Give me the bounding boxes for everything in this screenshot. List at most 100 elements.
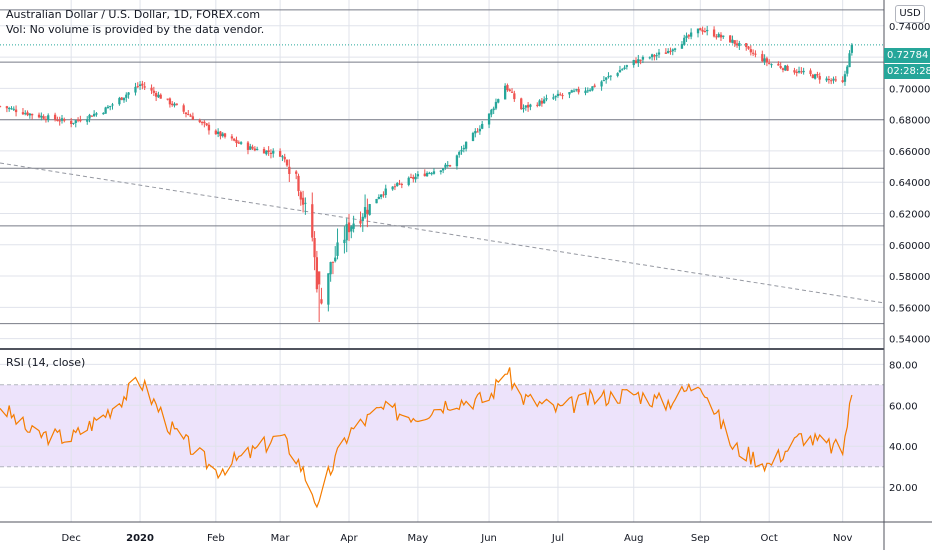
time-tick-label: Aug bbox=[624, 533, 644, 544]
candle-body bbox=[556, 93, 560, 97]
symbol-legend: Australian Dollar / U.S. Dollar, 1D, FOR… bbox=[6, 8, 261, 21]
candle-body bbox=[540, 100, 544, 104]
candle-body bbox=[412, 177, 415, 179]
candle-body bbox=[58, 120, 61, 122]
candle-body bbox=[70, 120, 73, 125]
candle-body bbox=[538, 100, 541, 106]
candle-body bbox=[719, 34, 723, 38]
time-tick-label: Dec bbox=[61, 533, 80, 544]
candle-body bbox=[40, 115, 43, 118]
candle-body bbox=[667, 51, 670, 54]
candle-body bbox=[359, 220, 362, 224]
candle-body bbox=[717, 33, 720, 38]
candle-body bbox=[460, 149, 463, 152]
candle-body bbox=[352, 223, 355, 229]
candle-body bbox=[428, 172, 431, 174]
candle-body bbox=[522, 107, 525, 110]
candle-body bbox=[377, 197, 381, 199]
candle-body bbox=[30, 113, 34, 116]
candle-body bbox=[471, 132, 475, 141]
candle-body bbox=[21, 112, 25, 115]
candle-body bbox=[749, 49, 752, 53]
candle-body bbox=[784, 65, 787, 71]
candle-body bbox=[278, 151, 282, 157]
candle-body bbox=[600, 81, 603, 87]
candle-body bbox=[44, 118, 48, 120]
candle-body bbox=[455, 155, 459, 167]
candle-body bbox=[508, 89, 511, 92]
candle-body bbox=[559, 94, 562, 96]
candle-body bbox=[382, 194, 385, 196]
candle-body bbox=[285, 159, 289, 166]
candle-body bbox=[253, 148, 257, 151]
candle-body bbox=[763, 58, 766, 62]
candle-body bbox=[0, 106, 2, 108]
candle-body bbox=[779, 66, 782, 68]
candle-body bbox=[265, 150, 268, 155]
candle-body bbox=[625, 65, 628, 67]
candle-body bbox=[669, 50, 672, 52]
candle-body bbox=[464, 141, 468, 149]
candle-body bbox=[28, 113, 31, 116]
candle-body bbox=[543, 99, 546, 104]
candle-body bbox=[90, 115, 93, 117]
candle-body bbox=[171, 103, 174, 106]
candle-body bbox=[650, 54, 654, 58]
candle-body bbox=[157, 94, 160, 98]
candle-body bbox=[203, 121, 206, 124]
candle-body bbox=[407, 177, 410, 185]
candle-body bbox=[751, 52, 755, 54]
candle-body bbox=[777, 63, 780, 66]
candle-body bbox=[850, 44, 854, 53]
candle-body bbox=[134, 86, 137, 93]
candle-body bbox=[327, 273, 330, 305]
candle-body bbox=[687, 35, 690, 37]
candle-body bbox=[588, 89, 592, 91]
candle-body bbox=[797, 70, 801, 73]
candle-body bbox=[754, 53, 757, 55]
candle-body bbox=[545, 98, 548, 100]
candle-body bbox=[53, 114, 57, 120]
candle-body bbox=[524, 105, 527, 108]
candle-body bbox=[393, 186, 397, 188]
candle-body bbox=[125, 94, 128, 98]
currency-button[interactable]: USD bbox=[895, 5, 925, 23]
candle-body bbox=[361, 216, 364, 222]
candle-body bbox=[26, 112, 29, 116]
candle-body bbox=[444, 164, 447, 168]
candle-body bbox=[207, 124, 211, 131]
candle-body bbox=[334, 257, 337, 262]
candle-body bbox=[329, 262, 332, 275]
candle-body bbox=[575, 89, 578, 91]
last-price-badge: 0.72784 bbox=[884, 48, 930, 63]
candle-body bbox=[813, 74, 817, 79]
candle-body bbox=[127, 92, 130, 95]
candle-body bbox=[304, 202, 307, 204]
candle-body bbox=[490, 109, 493, 115]
candle-body bbox=[8, 108, 11, 110]
candle-body bbox=[793, 70, 796, 73]
candle-body bbox=[745, 43, 748, 48]
candle-body bbox=[609, 75, 612, 77]
candle-body bbox=[37, 114, 41, 118]
candle-body bbox=[816, 74, 819, 76]
candle-body bbox=[187, 113, 190, 115]
price-tick-label: 0.64000 bbox=[889, 178, 930, 189]
candle-body bbox=[205, 123, 208, 126]
candle-body bbox=[689, 32, 693, 37]
candle-body bbox=[809, 70, 812, 75]
candle-body bbox=[221, 133, 224, 137]
candle-body bbox=[368, 204, 371, 215]
candle-body bbox=[152, 90, 155, 93]
candle-body bbox=[366, 209, 369, 215]
candle-body bbox=[738, 43, 741, 47]
candle-body bbox=[347, 222, 351, 233]
candle-body bbox=[446, 165, 449, 167]
candle-body bbox=[400, 184, 403, 186]
candle-body bbox=[683, 37, 686, 45]
candle-body bbox=[95, 113, 98, 115]
candle-body bbox=[191, 116, 195, 120]
volume-note: Vol: No volume is provided by the data v… bbox=[6, 23, 265, 36]
